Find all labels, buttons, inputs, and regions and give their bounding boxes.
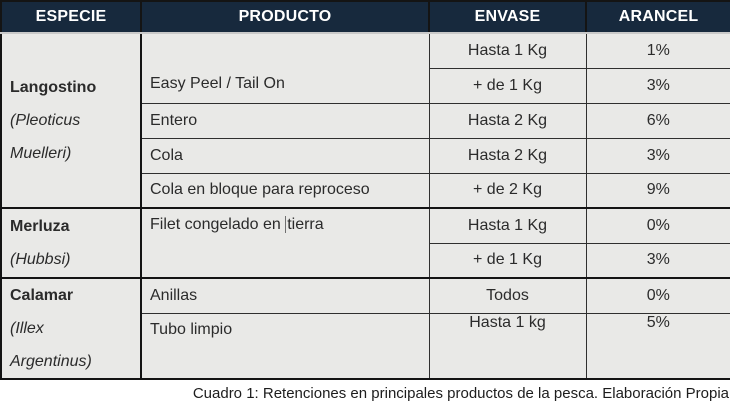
species-name: Langostino bbox=[10, 79, 97, 96]
species-cell-langostino: Langostino (Pleoticus Muelleri) bbox=[0, 32, 142, 209]
table-row: + de 1 Kg 3% bbox=[1, 242, 730, 279]
envase-cell: Hasta 1 Kg bbox=[428, 32, 587, 69]
arancel-cell: 0% bbox=[585, 276, 730, 314]
column-header-producto: PRODUCTO bbox=[140, 0, 430, 34]
table-row: Langostino (Pleoticus Muelleri) Easy Pee… bbox=[0, 32, 730, 209]
envase-cell: Hasta 2 Kg bbox=[428, 102, 587, 139]
envase-cell: + de 1 Kg bbox=[428, 67, 587, 104]
table-row: Entero Hasta 2 Kg 6% bbox=[1, 102, 730, 139]
envase-cell: + de 1 Kg bbox=[428, 242, 587, 279]
arancel-cell: 3% bbox=[585, 67, 730, 104]
envase-cell: Hasta 2 Kg bbox=[428, 137, 587, 174]
envase-cell: Hasta 1 kg bbox=[428, 312, 587, 380]
species-scientific-line: Argentinus) bbox=[10, 353, 92, 370]
envase-cell: Todos bbox=[428, 276, 587, 314]
column-header-envase: ENVASE bbox=[428, 0, 587, 34]
species-scientific-line: (Illex bbox=[10, 320, 44, 337]
arancel-cell: 5% bbox=[585, 312, 730, 380]
product-text-before-cursor: Filet congelado en bbox=[150, 216, 286, 233]
envase-cell: Hasta 1 Kg bbox=[428, 207, 587, 244]
species-cell-merluza: Merluza (Hubbsi) bbox=[0, 207, 142, 279]
table-caption: Cuadro 1: Retenciones en principales pro… bbox=[192, 385, 729, 402]
species-cell-calamar: Calamar (Illex Argentinus) bbox=[0, 277, 142, 380]
product-cell-filet: Filet congelado en tierra bbox=[140, 207, 430, 279]
species-scientific-line: Muelleri) bbox=[10, 145, 72, 162]
product-cell-cola-bloque: Cola en bloque para reproceso bbox=[140, 172, 430, 209]
species-name: Calamar bbox=[10, 287, 74, 304]
product-cell-entero: Entero bbox=[140, 102, 430, 139]
header-row: ESPECIE PRODUCTO ENVASE ARANCEL bbox=[0, 0, 730, 34]
product-cell-easy-peel: Easy Peel / Tail On bbox=[140, 32, 430, 104]
retenciones-table: ESPECIE PRODUCTO ENVASE ARANCEL Langosti… bbox=[0, 0, 730, 380]
product-cell-tubo: Tubo limpio bbox=[140, 312, 430, 380]
column-header-especie: ESPECIE bbox=[0, 0, 142, 34]
table-row: Merluza (Hubbsi) Filet congelado en tier… bbox=[0, 207, 730, 279]
table-row: Tubo limpio Hasta 1 kg 5% bbox=[1, 312, 730, 380]
product-cell-anillas: Anillas bbox=[140, 276, 430, 314]
table-row: Cola Hasta 2 Kg 3% bbox=[1, 137, 730, 174]
table-row: Calamar (Illex Argentinus) Anillas Todos… bbox=[0, 276, 730, 380]
arancel-cell: 3% bbox=[585, 242, 730, 279]
arancel-cell: 6% bbox=[585, 102, 730, 139]
envase-cell: + de 2 Kg bbox=[428, 172, 587, 209]
product-text-after-cursor: tierra bbox=[287, 216, 324, 233]
text-cursor bbox=[285, 216, 287, 233]
species-scientific-line: (Hubbsi) bbox=[10, 251, 71, 268]
arancel-cell: 0% bbox=[585, 207, 730, 244]
column-header-arancel: ARANCEL bbox=[585, 0, 730, 34]
table-row: Cola en bloque para reproceso + de 2 Kg … bbox=[1, 172, 730, 209]
arancel-cell: 3% bbox=[585, 137, 730, 174]
species-name: Merluza bbox=[10, 218, 70, 235]
arancel-cell: 1% bbox=[585, 32, 730, 69]
product-cell-cola: Cola bbox=[140, 137, 430, 174]
species-scientific-line: (Pleoticus bbox=[10, 112, 81, 129]
arancel-cell: 9% bbox=[585, 172, 730, 209]
